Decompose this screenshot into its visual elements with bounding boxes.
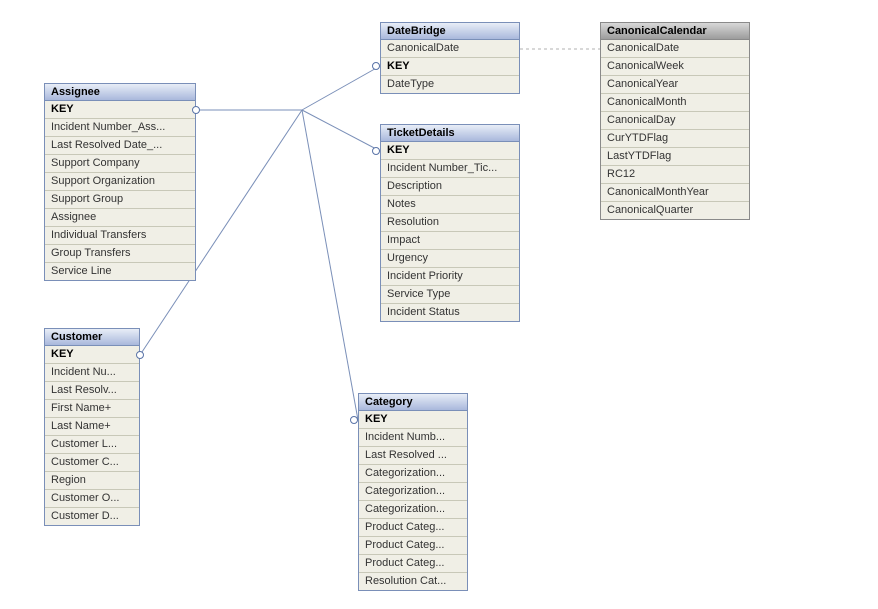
entity-assignee-header: Assignee: [45, 84, 195, 101]
entity-customer-header: Customer: [45, 329, 139, 346]
entity-canonicalcalendar-header: CanonicalCalendar: [601, 23, 749, 40]
field: CanonicalYear: [601, 76, 749, 94]
field: CanonicalDate: [601, 40, 749, 58]
entity-ticketdetails-header: TicketDetails: [381, 125, 519, 142]
edge-hub-category: [302, 110, 358, 420]
entity-datebridge[interactable]: DateBridge CanonicalDate KEY DateType: [380, 22, 520, 94]
field: KEY: [359, 411, 467, 429]
field: Last Resolv...: [45, 382, 139, 400]
field: Service Type: [381, 286, 519, 304]
field: Impact: [381, 232, 519, 250]
field: KEY: [381, 58, 519, 76]
entity-ticketdetails[interactable]: TicketDetails KEY Incident Number_Tic...…: [380, 124, 520, 322]
field: CanonicalWeek: [601, 58, 749, 76]
field: Last Resolved Date_...: [45, 137, 195, 155]
field: Description: [381, 178, 519, 196]
field: First Name+: [45, 400, 139, 418]
field: Customer L...: [45, 436, 139, 454]
field: CanonicalDate: [381, 40, 519, 58]
field: Last Name+: [45, 418, 139, 436]
field: Incident Number_Tic...: [381, 160, 519, 178]
field: CurYTDFlag: [601, 130, 749, 148]
field: Categorization...: [359, 465, 467, 483]
field: Resolution Cat...: [359, 573, 467, 590]
field: Assignee: [45, 209, 195, 227]
field: Incident Priority: [381, 268, 519, 286]
field: Product Categ...: [359, 537, 467, 555]
field: Service Line: [45, 263, 195, 280]
field: KEY: [45, 101, 195, 119]
entity-category[interactable]: Category KEY Incident Numb... Last Resol…: [358, 393, 468, 591]
field: Incident Numb...: [359, 429, 467, 447]
entity-customer[interactable]: Customer KEY Incident Nu... Last Resolv.…: [44, 328, 140, 526]
field: Customer D...: [45, 508, 139, 525]
diagram-canvas: Assignee KEY Incident Number_Ass... Last…: [0, 0, 878, 609]
field: Customer C...: [45, 454, 139, 472]
field: CanonicalMonthYear: [601, 184, 749, 202]
connector-dot-icon: [372, 147, 380, 155]
field: CanonicalMonth: [601, 94, 749, 112]
connector-dot-icon: [350, 416, 358, 424]
field: Categorization...: [359, 483, 467, 501]
entity-canonicalcalendar[interactable]: CanonicalCalendar CanonicalDate Canonica…: [600, 22, 750, 220]
field: DateType: [381, 76, 519, 93]
entity-assignee[interactable]: Assignee KEY Incident Number_Ass... Last…: [44, 83, 196, 281]
connector-dot-icon: [372, 62, 380, 70]
field: Support Company: [45, 155, 195, 173]
field: Support Group: [45, 191, 195, 209]
field: CanonicalQuarter: [601, 202, 749, 219]
field: Individual Transfers: [45, 227, 195, 245]
edge-hub-datebridge: [302, 66, 380, 110]
field: KEY: [45, 346, 139, 364]
field: KEY: [381, 142, 519, 160]
edge-hub-ticketdetails: [302, 110, 380, 151]
field: Incident Number_Ass...: [45, 119, 195, 137]
entity-category-header: Category: [359, 394, 467, 411]
field: RC12: [601, 166, 749, 184]
field: Notes: [381, 196, 519, 214]
field: Categorization...: [359, 501, 467, 519]
field: CanonicalDay: [601, 112, 749, 130]
field: Incident Status: [381, 304, 519, 321]
connector-dot-icon: [136, 351, 144, 359]
field: Product Categ...: [359, 555, 467, 573]
field: Region: [45, 472, 139, 490]
field: LastYTDFlag: [601, 148, 749, 166]
field: Customer O...: [45, 490, 139, 508]
field: Urgency: [381, 250, 519, 268]
field: Resolution: [381, 214, 519, 232]
connector-dot-icon: [192, 106, 200, 114]
field: Product Categ...: [359, 519, 467, 537]
field: Group Transfers: [45, 245, 195, 263]
field: Support Organization: [45, 173, 195, 191]
field: Incident Nu...: [45, 364, 139, 382]
field: Last Resolved ...: [359, 447, 467, 465]
entity-datebridge-header: DateBridge: [381, 23, 519, 40]
